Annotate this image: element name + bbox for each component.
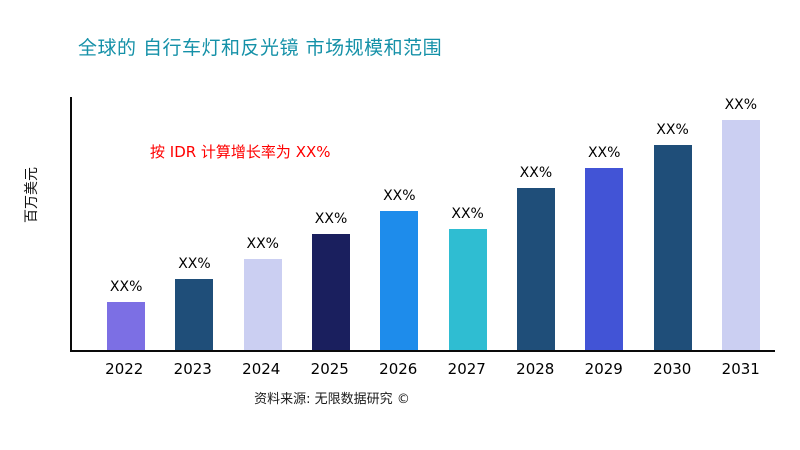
x-tick-2026: 2026 bbox=[379, 360, 418, 378]
bar-2029 bbox=[585, 167, 624, 350]
bar-slot-2022: XX% bbox=[95, 97, 157, 350]
bar-slot-2027: XX% bbox=[437, 97, 499, 350]
bar-slot-2028: XX% bbox=[505, 97, 567, 350]
x-tick-2030: 2030 bbox=[653, 360, 692, 378]
bar-slot-2029: XX% bbox=[573, 97, 635, 350]
growth-annotation: 按 IDR 计算增长率为 XX% bbox=[150, 143, 331, 161]
bar-2027 bbox=[448, 228, 487, 350]
bar-2025 bbox=[312, 233, 351, 350]
bar-slot-2031: XX% bbox=[710, 97, 772, 350]
y-axis-label: 百万美元 bbox=[24, 167, 40, 223]
bars-container: XX% XX% XX% XX% XX% XX% XX% XX% XX% XX% bbox=[72, 97, 775, 350]
bar-2023 bbox=[175, 279, 214, 350]
bar-value-label-2025: XX% bbox=[314, 210, 348, 227]
bar-2024 bbox=[243, 258, 282, 350]
bar-value-label-2028: XX% bbox=[519, 165, 553, 182]
bar-slot-2025: XX% bbox=[300, 97, 362, 350]
bar-value-label-2023: XX% bbox=[178, 256, 211, 273]
bar-value-label-2026: XX% bbox=[383, 187, 416, 204]
x-tick-2023: 2023 bbox=[173, 360, 212, 378]
bar-slot-2026: XX% bbox=[368, 97, 430, 350]
bar-2026 bbox=[380, 210, 419, 350]
bar-value-label-2031: XX% bbox=[724, 96, 758, 113]
x-tick-2029: 2029 bbox=[584, 360, 623, 378]
bar-slot-2030: XX% bbox=[642, 97, 704, 350]
bar-slot-2024: XX% bbox=[232, 97, 294, 350]
bar-2022 bbox=[107, 301, 146, 350]
bar-2030 bbox=[653, 145, 692, 350]
x-tick-2027: 2027 bbox=[447, 360, 486, 378]
bar-value-label-2027: XX% bbox=[451, 205, 484, 222]
x-tick-2028: 2028 bbox=[516, 360, 555, 378]
bar-2031 bbox=[721, 119, 760, 350]
bar-2028 bbox=[516, 188, 555, 350]
bar-value-label-2030: XX% bbox=[656, 122, 689, 139]
source-caption: 资料来源: 无限数据研究 © bbox=[254, 392, 410, 407]
plot-area: 按 IDR 计算增长率为 XX% XX% XX% XX% XX% XX% XX% XX% XX… bbox=[70, 97, 775, 352]
x-tick-2022: 2022 bbox=[105, 360, 144, 378]
x-tick-2031: 2031 bbox=[721, 360, 760, 378]
x-axis-labels: 2022 2023 2024 2025 2026 2027 2028 2029 2030 2031 bbox=[70, 360, 775, 378]
bar-value-label-2024: XX% bbox=[246, 235, 279, 252]
x-tick-2025: 2025 bbox=[310, 360, 349, 378]
bar-value-label-2022: XX% bbox=[109, 278, 143, 295]
chart-title: 全球的 自行车灯和反光镜 市场规模和范围 bbox=[78, 37, 443, 59]
bar-value-label-2029: XX% bbox=[587, 144, 621, 161]
bar-slot-2023: XX% bbox=[163, 97, 225, 350]
x-tick-2024: 2024 bbox=[242, 360, 281, 378]
